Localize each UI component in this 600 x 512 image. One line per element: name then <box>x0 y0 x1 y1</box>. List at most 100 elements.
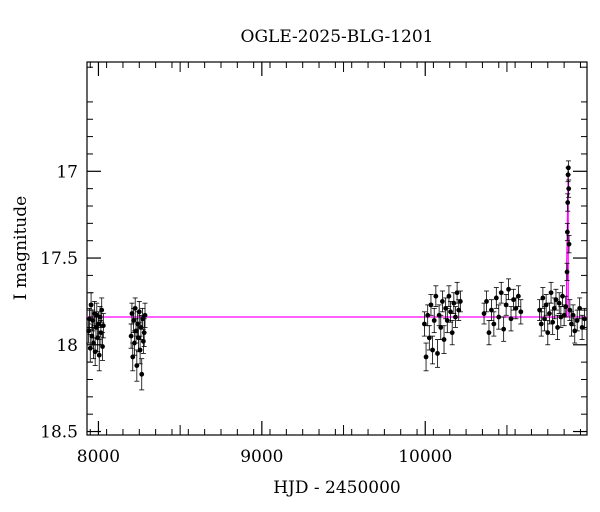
data-point <box>570 304 576 327</box>
y-axis-ticks: 17 17.5 18 18.5 <box>40 162 587 443</box>
point-marker <box>486 330 492 336</box>
point-marker <box>90 318 96 323</box>
y-tick-label: 18 <box>56 336 78 356</box>
data-point <box>141 318 147 347</box>
data-point <box>501 316 507 342</box>
plot-frame <box>86 61 588 436</box>
point-marker <box>496 314 502 320</box>
point-marker <box>579 325 585 330</box>
point-marker <box>508 316 514 322</box>
data-point <box>428 294 434 316</box>
point-marker <box>453 314 458 320</box>
point-marker <box>99 307 105 313</box>
data-point <box>555 314 561 340</box>
point-marker <box>551 305 557 311</box>
point-marker <box>570 312 576 318</box>
point-marker <box>506 286 511 292</box>
data-point <box>457 290 463 313</box>
data-point <box>574 309 580 332</box>
point-marker <box>515 293 521 299</box>
point-marker <box>140 338 146 344</box>
data-point <box>439 290 445 313</box>
point-marker <box>100 344 105 349</box>
point-marker <box>448 309 453 315</box>
data-point <box>543 294 549 316</box>
point-marker <box>574 318 580 323</box>
data-point <box>518 299 524 325</box>
point-marker <box>577 305 583 311</box>
point-marker <box>86 328 92 334</box>
data-point <box>537 299 543 321</box>
point-marker <box>136 335 141 341</box>
point-marker <box>566 186 572 192</box>
point-marker <box>426 335 432 341</box>
point-marker <box>565 200 571 205</box>
data-point <box>563 295 569 318</box>
point-marker <box>565 165 571 171</box>
point-marker <box>449 330 455 336</box>
point-marker <box>430 347 435 353</box>
point-marker <box>548 290 554 296</box>
y-tick-label: 17.5 <box>40 249 78 269</box>
data-points <box>86 160 588 391</box>
point-marker <box>132 305 138 311</box>
data-point <box>426 325 432 351</box>
point-marker <box>89 333 95 339</box>
point-marker <box>433 293 439 299</box>
point-marker <box>100 323 106 329</box>
point-marker <box>431 318 437 323</box>
point-marker <box>441 337 447 342</box>
x-axis-ticks: 8000 9000 10000 <box>77 62 452 467</box>
point-marker <box>439 299 445 304</box>
data-point <box>491 311 497 337</box>
point-marker <box>484 299 489 304</box>
data-point <box>553 288 559 311</box>
point-marker <box>553 297 559 303</box>
point-marker <box>555 325 560 330</box>
data-point <box>508 306 514 332</box>
data-point <box>484 290 490 313</box>
point-marker <box>129 311 135 316</box>
data-point <box>579 314 585 340</box>
data-point <box>510 288 516 311</box>
data-point <box>433 285 439 308</box>
data-point <box>99 297 105 323</box>
data-point <box>452 306 458 328</box>
point-marker <box>91 340 96 346</box>
point-marker <box>543 302 549 308</box>
x-tick-label: 9000 <box>240 447 283 467</box>
point-marker <box>422 321 427 327</box>
data-point <box>565 160 571 176</box>
point-marker <box>493 295 499 301</box>
point-marker <box>423 354 429 360</box>
point-marker <box>481 311 487 316</box>
point-marker <box>556 300 562 306</box>
data-point <box>548 281 554 304</box>
data-point <box>496 304 502 330</box>
point-marker <box>567 307 573 313</box>
point-marker <box>136 309 142 315</box>
point-marker <box>538 321 544 327</box>
data-point <box>438 314 444 340</box>
point-marker <box>547 311 552 316</box>
y-tick-label: 18.5 <box>40 423 78 443</box>
data-point <box>100 332 106 361</box>
data-point <box>488 299 494 321</box>
point-marker <box>513 305 519 311</box>
x-axis-label: HJD - 2450000 <box>273 478 401 498</box>
data-point <box>434 339 440 368</box>
point-marker <box>142 312 148 318</box>
point-marker <box>95 335 101 341</box>
point-marker <box>96 352 102 358</box>
data-point <box>498 281 504 304</box>
point-marker <box>130 354 136 360</box>
data-point <box>481 302 487 325</box>
data-point <box>582 307 588 330</box>
data-point <box>449 320 455 346</box>
data-point <box>515 285 521 308</box>
point-marker <box>446 293 452 299</box>
data-point <box>136 301 142 323</box>
point-marker <box>540 295 546 301</box>
point-marker <box>489 307 494 313</box>
point-marker <box>425 312 431 318</box>
